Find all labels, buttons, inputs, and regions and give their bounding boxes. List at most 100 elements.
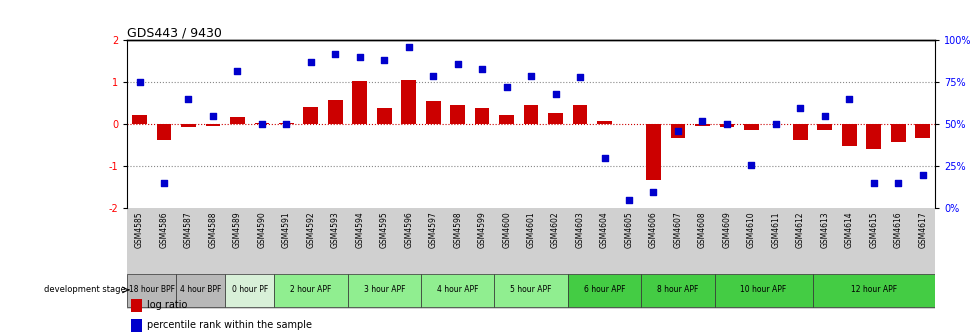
Text: GSM4595: GSM4595	[379, 212, 388, 248]
Text: GSM4587: GSM4587	[184, 212, 193, 248]
Bar	[181, 124, 196, 127]
Bar	[274, 274, 347, 307]
Bar	[131, 299, 142, 312]
Text: GSM4589: GSM4589	[233, 212, 242, 248]
Bar	[230, 117, 244, 124]
Bar	[694, 124, 709, 126]
Point	[229, 68, 244, 73]
Bar	[743, 124, 758, 130]
Bar	[205, 124, 220, 126]
Text: 12 hour APF: 12 hour APF	[850, 285, 896, 294]
Text: log ratio: log ratio	[148, 300, 188, 310]
Point	[596, 155, 611, 161]
Bar	[421, 274, 494, 307]
Text: GSM4605: GSM4605	[624, 212, 633, 248]
Text: GSM4608: GSM4608	[697, 212, 706, 248]
Text: GSM4591: GSM4591	[282, 212, 290, 248]
Text: GSM4585: GSM4585	[135, 212, 144, 248]
Bar	[641, 274, 714, 307]
Text: 4 hour BPF: 4 hour BPF	[180, 285, 221, 294]
Text: GSM4609: GSM4609	[722, 212, 731, 248]
Bar	[156, 124, 171, 140]
Bar	[714, 274, 812, 307]
Point	[424, 73, 440, 78]
Text: GSM4597: GSM4597	[428, 212, 437, 248]
Point	[889, 180, 905, 186]
Text: 18 hour BPF: 18 hour BPF	[129, 285, 174, 294]
Bar	[817, 124, 831, 130]
Text: GSM4614: GSM4614	[844, 212, 853, 248]
Text: GSM4588: GSM4588	[208, 212, 217, 248]
Bar	[279, 123, 293, 124]
Text: GSM4592: GSM4592	[306, 212, 315, 248]
Text: development stage: development stage	[44, 285, 126, 294]
Point	[571, 75, 587, 80]
Bar	[499, 115, 513, 124]
Bar	[645, 124, 660, 180]
Bar	[572, 106, 587, 124]
Text: 10 hour APF: 10 hour APF	[739, 285, 786, 294]
Point	[302, 59, 318, 65]
Bar	[254, 123, 269, 124]
Bar	[670, 124, 685, 138]
Text: GSM4600: GSM4600	[502, 212, 511, 248]
Bar	[131, 319, 142, 332]
Bar	[548, 113, 562, 124]
Text: GSM4586: GSM4586	[159, 212, 168, 248]
Bar	[176, 274, 225, 307]
Text: 5 hour APF: 5 hour APF	[510, 285, 552, 294]
Point	[742, 162, 758, 167]
Bar	[890, 124, 905, 142]
Point	[840, 96, 856, 102]
Point	[522, 73, 538, 78]
Bar	[494, 274, 567, 307]
Text: percentile rank within the sample: percentile rank within the sample	[148, 320, 312, 330]
Bar	[523, 106, 538, 124]
Point	[718, 122, 734, 127]
Text: GSM4613: GSM4613	[820, 212, 828, 248]
Text: 4 hour APF: 4 hour APF	[436, 285, 478, 294]
Text: GSM4594: GSM4594	[355, 212, 364, 248]
Point	[791, 105, 807, 110]
Bar	[792, 124, 807, 140]
Text: 6 hour APF: 6 hour APF	[583, 285, 625, 294]
Bar	[812, 274, 934, 307]
Bar	[719, 124, 734, 127]
Bar	[132, 115, 147, 124]
Bar	[352, 82, 367, 124]
Text: GSM4617: GSM4617	[917, 212, 926, 248]
Text: GSM4590: GSM4590	[257, 212, 266, 248]
Bar	[866, 124, 880, 149]
Bar	[347, 274, 421, 307]
Text: 8 hour APF: 8 hour APF	[656, 285, 698, 294]
Text: GSM4593: GSM4593	[331, 212, 339, 248]
Point	[693, 118, 709, 124]
Point	[400, 44, 416, 50]
Point	[816, 113, 831, 119]
Text: GSM4616: GSM4616	[893, 212, 902, 248]
Text: 2 hour APF: 2 hour APF	[289, 285, 332, 294]
Bar	[303, 107, 318, 124]
Point	[620, 197, 636, 203]
Point	[913, 172, 929, 177]
Bar	[597, 121, 611, 124]
Text: GDS443 / 9430: GDS443 / 9430	[127, 26, 222, 39]
Bar	[425, 101, 440, 124]
Text: GSM4596: GSM4596	[404, 212, 413, 248]
Point	[376, 58, 391, 63]
Text: GSM4610: GSM4610	[746, 212, 755, 248]
Text: GSM4615: GSM4615	[868, 212, 877, 248]
Text: 0 hour PF: 0 hour PF	[231, 285, 268, 294]
Text: GSM4607: GSM4607	[673, 212, 682, 248]
Text: 3 hour APF: 3 hour APF	[363, 285, 405, 294]
Point	[278, 122, 293, 127]
Point	[547, 91, 562, 97]
Point	[253, 122, 269, 127]
Bar	[450, 106, 465, 124]
Point	[327, 51, 342, 56]
Text: GSM4603: GSM4603	[575, 212, 584, 248]
Point	[865, 180, 880, 186]
Point	[351, 54, 367, 60]
Bar	[328, 100, 342, 124]
Point	[669, 128, 685, 134]
